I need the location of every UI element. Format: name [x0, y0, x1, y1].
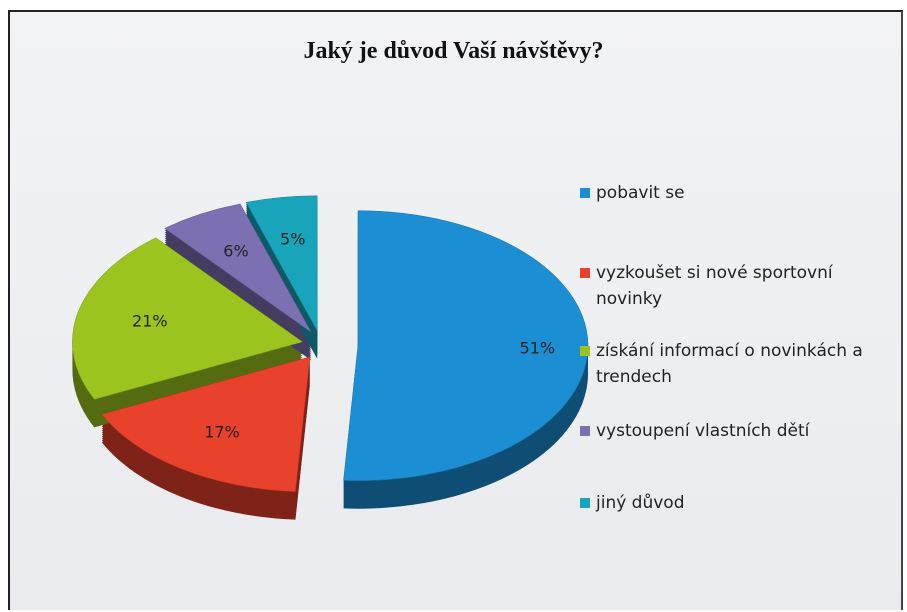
legend-item: pobavit se [580, 180, 886, 206]
legend-swatch [580, 188, 590, 198]
legend-label: vystoupení vlastních dětí [596, 421, 810, 441]
slice [164, 203, 312, 333]
pie: 51% 17% 21% 6% 5% [72, 195, 589, 520]
legend-label: získání informací o novinkách a trendech [596, 341, 863, 387]
data-label: 6% [223, 241, 248, 260]
slice [101, 356, 311, 492]
data-label: 51% [520, 339, 556, 358]
legend-item: vystoupení vlastních dětí [580, 418, 886, 444]
legend-swatch [580, 346, 590, 356]
data-label: 21% [132, 311, 168, 330]
legend-item: jiný důvod [580, 490, 886, 516]
slice [245, 195, 318, 332]
legend-item: vyzkoušet si nové sportovní novinky [580, 260, 886, 312]
legend-label: jiný důvod [596, 493, 685, 513]
legend-swatch [580, 426, 590, 436]
legend-item: získání informací o novinkách a trendech [580, 338, 886, 390]
data-label: 17% [204, 422, 240, 441]
legend-swatch [580, 268, 590, 278]
legend-label: pobavit se [596, 183, 685, 203]
data-label: 5% [280, 230, 305, 249]
slice [72, 237, 304, 400]
legend-swatch [580, 498, 590, 508]
legend-label: vyzkoušet si nové sportovní novinky [596, 263, 833, 309]
chart-title: Jaký je důvod Vaší návštěvy? [303, 38, 604, 64]
